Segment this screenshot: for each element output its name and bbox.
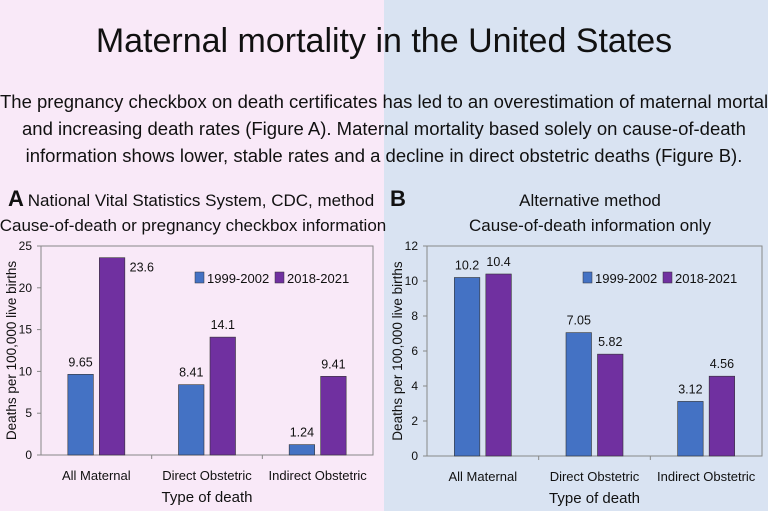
y-tick-label: 25 — [19, 239, 33, 253]
data-label: 14.1 — [211, 318, 235, 332]
y-axis-label: Deaths per 100,000 live births — [4, 261, 19, 441]
bar-2018-2021 — [708, 375, 735, 457]
y-tick-label: 2 — [411, 414, 418, 428]
y-tick-label: 15 — [19, 323, 33, 337]
chart-title: Cause-of-death or pregnancy checkbox inf… — [0, 216, 386, 235]
x-tick-label: All Maternal — [449, 469, 518, 484]
panel-label: B — [390, 186, 406, 211]
description-line: and increasing death rates (Figure A). M… — [22, 118, 746, 139]
bar-2018-2021 — [99, 257, 126, 456]
legend-label: 1999-2002 — [595, 271, 657, 286]
data-label: 7.05 — [567, 314, 591, 328]
page-title: Maternal mortality in the United States — [95, 22, 673, 60]
description-line: The pregnancy checkbox on death certific… — [0, 91, 768, 112]
legend-swatch — [274, 271, 285, 284]
data-label: 5.82 — [598, 335, 622, 349]
y-tick-label: 5 — [25, 406, 32, 420]
y-tick-label: 0 — [25, 448, 32, 462]
data-label: 10.2 — [455, 259, 479, 273]
y-tick-label: 10 — [405, 274, 419, 288]
data-label: 23.6 — [130, 261, 154, 275]
x-tick-label: Direct Obstetric — [550, 469, 640, 484]
y-tick-label: 4 — [411, 379, 418, 393]
legend-swatch — [662, 271, 673, 284]
y-tick-label: 8 — [411, 309, 418, 323]
x-tick-label: All Maternal — [62, 468, 131, 483]
data-label: 4.56 — [710, 357, 734, 371]
description: The pregnancy checkbox on death certific… — [0, 88, 768, 169]
x-tick-label: Direct Obstetric — [162, 468, 252, 483]
data-label: 3.12 — [678, 382, 702, 396]
bar-2018-2021 — [209, 336, 236, 456]
bar-1999-2002 — [454, 277, 481, 457]
y-tick-label: 6 — [411, 344, 418, 358]
x-tick-label: Indirect Obstetric — [657, 469, 756, 484]
bar-1999-2002 — [67, 374, 94, 456]
chart-title: National Vital Statistics System, CDC, m… — [28, 191, 374, 210]
legend-swatch — [194, 271, 205, 284]
legend-label: 2018-2021 — [287, 271, 349, 286]
bar-2018-2021 — [597, 353, 624, 457]
bar-1999-2002 — [178, 384, 205, 456]
legend-label: 1999-2002 — [207, 271, 269, 286]
legend-swatch — [582, 271, 593, 284]
data-label: 1.24 — [290, 426, 314, 440]
bar-2018-2021 — [485, 273, 512, 457]
panel-label: A — [8, 186, 24, 211]
bar-1999-2002 — [288, 444, 315, 456]
bar-2018-2021 — [320, 376, 347, 456]
y-axis-label: Deaths per 100,000 live births — [390, 261, 405, 441]
plot-area — [40, 245, 374, 456]
data-label: 9.41 — [321, 357, 345, 371]
chart-title: Cause-of-death information only — [469, 216, 711, 235]
chart-title: Alternative method — [519, 191, 661, 210]
legend-label: 2018-2021 — [675, 271, 737, 286]
data-label: 8.41 — [179, 366, 203, 380]
data-label: 10.4 — [486, 255, 510, 269]
data-label: 9.65 — [68, 355, 92, 369]
x-axis-label: Type of death — [549, 490, 640, 507]
y-tick-label: 12 — [405, 239, 419, 253]
y-tick-label: 0 — [411, 449, 418, 463]
x-axis-label: Type of death — [162, 489, 253, 506]
y-tick-label: 10 — [19, 364, 33, 378]
bar-1999-2002 — [677, 401, 704, 457]
bar-1999-2002 — [565, 332, 592, 457]
y-tick-label: 20 — [19, 281, 33, 295]
description-line: information shows lower, stable rates an… — [25, 145, 743, 166]
x-tick-label: Indirect Obstetric — [269, 468, 368, 483]
